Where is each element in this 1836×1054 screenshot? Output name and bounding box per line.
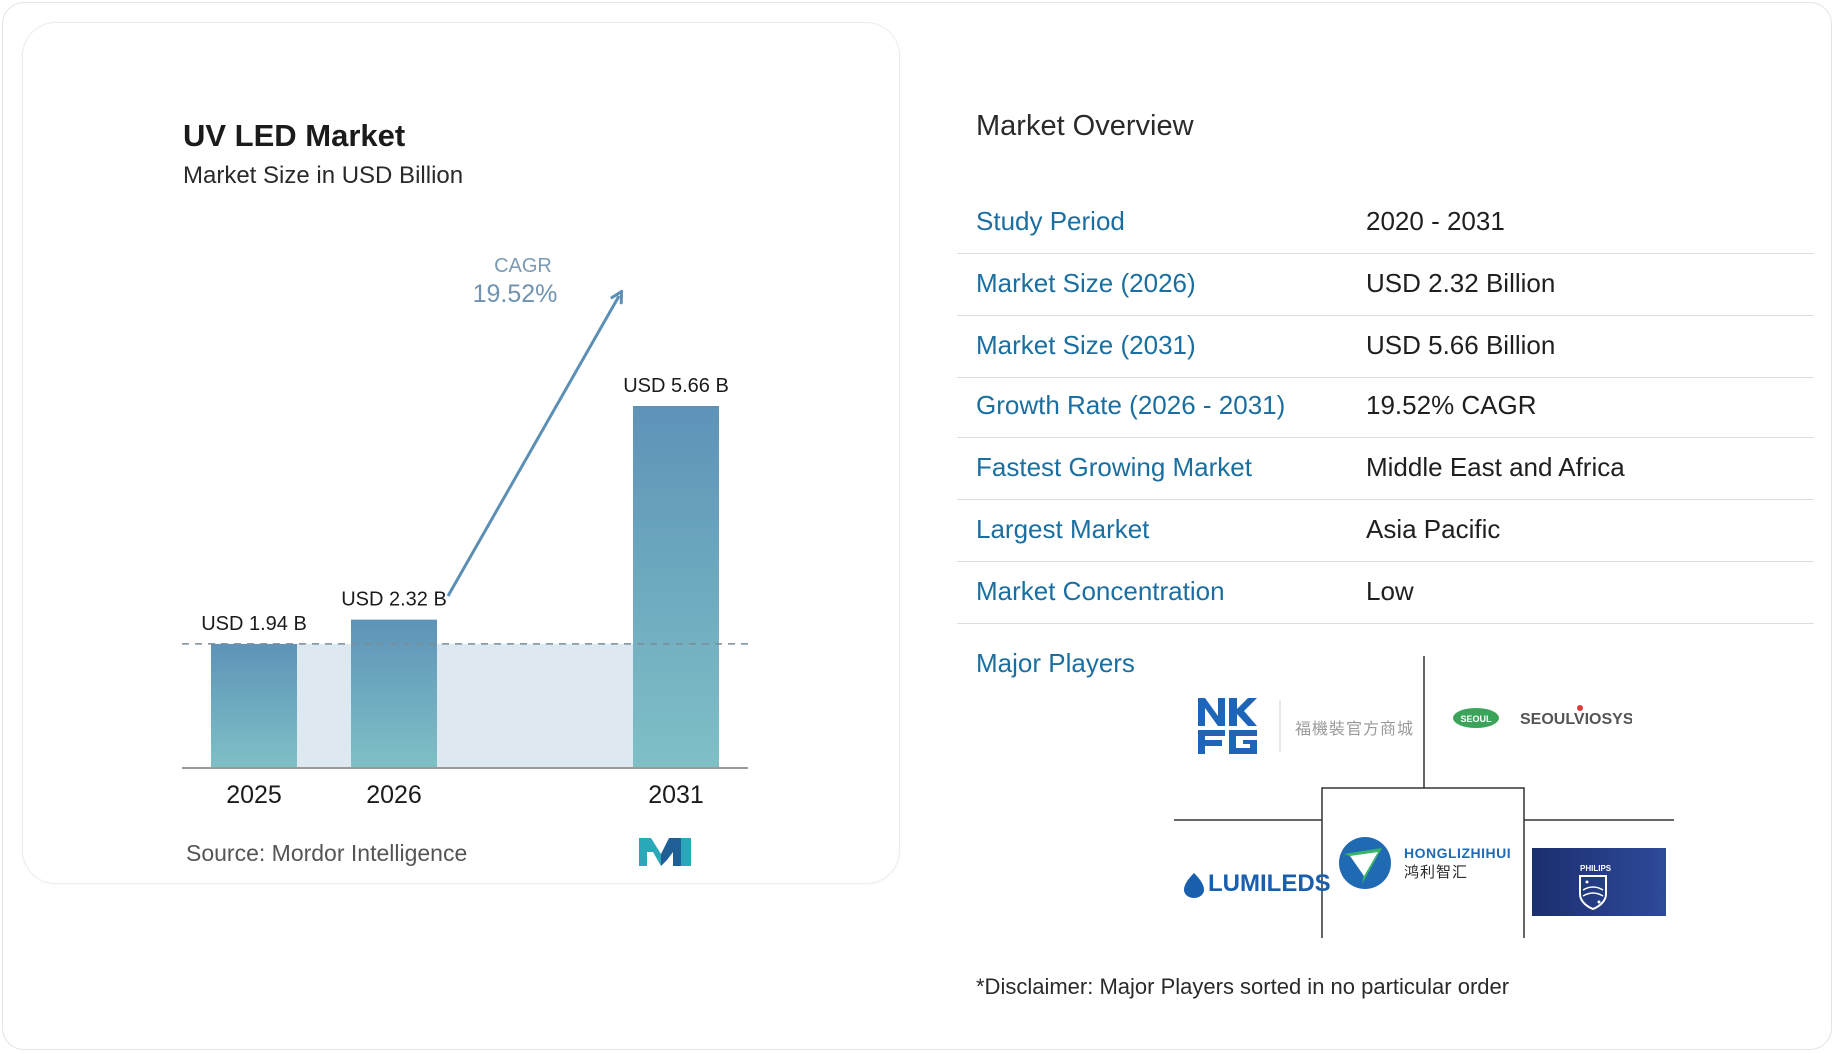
overview-row: Fastest Growing Market Middle East and Af… xyxy=(957,437,1814,500)
x-tick-2025: 2025 xyxy=(226,781,282,809)
disclaimer: *Disclaimer: Major Players sorted in no … xyxy=(976,974,1510,999)
cagr-value: 19.52% xyxy=(473,280,558,308)
cagr-label: CAGR xyxy=(494,255,552,277)
overview-row-label: Largest Market xyxy=(976,514,1150,544)
hongli-logo-cn: 鸿利智汇 xyxy=(1404,864,1469,881)
overview-row-value: 19.52% CAGR xyxy=(1366,390,1537,420)
overview-row: Largest Market Asia Pacific xyxy=(957,499,1814,562)
overview-row-value: 2020 - 2031 xyxy=(1366,206,1505,236)
x-tick-2031: 2031 xyxy=(648,781,704,809)
mordor-logo-icon xyxy=(639,838,691,866)
nkfg-logo-icon xyxy=(1198,698,1257,754)
hongli-logo-en: HONGLIZHIHUI xyxy=(1404,845,1512,861)
chart-source: Source: Mordor Intelligence xyxy=(186,840,468,866)
bar-chart: USD 1.94 B 2025 USD 2.32 B 2026 USD 5.66 B 20… xyxy=(182,255,752,809)
bar-2031 xyxy=(633,406,719,768)
overview-row-value: USD 5.66 Billion xyxy=(1366,330,1556,360)
overview-row-label: Market Size (2031) xyxy=(976,330,1196,360)
overview-row-value: Asia Pacific xyxy=(1366,514,1501,544)
chart-title: UV LED Market xyxy=(183,118,406,153)
cagr-arrow xyxy=(446,296,619,597)
lumileds-drop-icon xyxy=(1184,873,1204,898)
overview-row-label: Study Period xyxy=(976,206,1125,236)
philips-logo-word: PHILIPS xyxy=(1580,864,1612,873)
x-tick-2026: 2026 xyxy=(366,781,422,809)
overview-row-value: USD 2.32 Billion xyxy=(1366,268,1556,298)
major-players-label: Major Players xyxy=(976,648,1135,678)
nkfg-logo-text: 福機裝官方商城 xyxy=(1295,721,1415,738)
overview-row-value: Middle East and Africa xyxy=(1366,452,1625,482)
seoulviosys-logo-icon: SEOUL SEOULVIOSYS xyxy=(1453,705,1632,728)
hongli-logo-icon xyxy=(1339,837,1391,889)
overview-row: Study Period 2020 - 2031 xyxy=(957,191,1814,254)
data-label-2025: USD 1.94 B xyxy=(201,613,307,635)
overview-row: Market Size (2031) USD 5.66 Billion xyxy=(957,315,1814,378)
data-label-2026: USD 2.32 B xyxy=(341,589,447,611)
lumileds-logo: LUMILEDS xyxy=(1208,870,1331,897)
seoul-logo-word: SEOUL xyxy=(1460,714,1492,724)
overview-row-label: Growth Rate (2026 - 2031) xyxy=(976,390,1286,420)
overview-row: Growth Rate (2026 - 2031) 19.52% CAGR xyxy=(957,375,1814,438)
seoulviosys-logo-word: SEOULVIOSYS xyxy=(1520,711,1632,728)
overview-row: Market Size (2026) USD 2.32 Billion xyxy=(957,253,1814,316)
overview-row-label: Market Size (2026) xyxy=(976,268,1196,298)
overview-row: Market Concentration Low xyxy=(957,561,1814,624)
data-label-2031: USD 5.66 B xyxy=(623,375,729,397)
overview-row-label: Fastest Growing Market xyxy=(976,452,1252,482)
bar-2025 xyxy=(211,643,297,768)
chart-subtitle: Market Size in USD Billion xyxy=(183,162,464,189)
overview-row-label: Market Concentration xyxy=(976,576,1225,606)
overview-title: Market Overview xyxy=(976,110,1194,142)
philips-shield-icon xyxy=(1579,875,1607,910)
overview-row-value: Low xyxy=(1366,576,1414,606)
